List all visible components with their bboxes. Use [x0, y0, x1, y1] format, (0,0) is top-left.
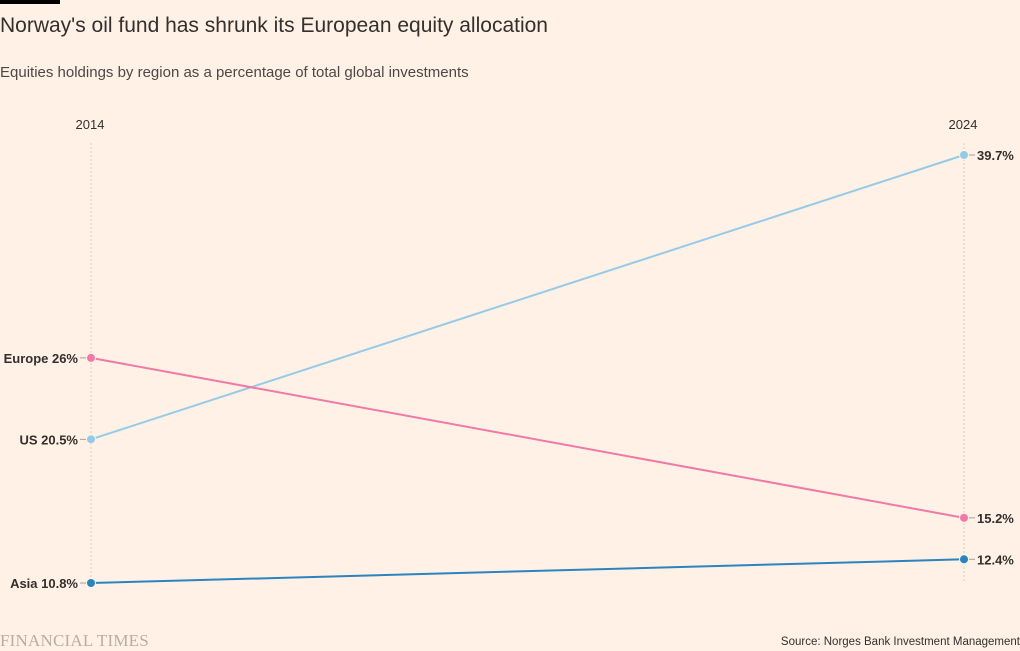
- data-label-europe-start: Europe 26%: [4, 351, 79, 366]
- data-point-europe-start: [86, 352, 96, 363]
- data-point-asia-end: [959, 554, 969, 565]
- data-point-us-end: [959, 150, 969, 160]
- brand-bar: [0, 0, 60, 4]
- data-label-europe-end: 15.2%: [977, 511, 1014, 526]
- series-line-asia: [90, 558, 965, 584]
- x-tick-label-2014: 2014: [76, 117, 105, 132]
- source-note: Source: Norges Bank Investment Managemen…: [780, 636, 1020, 648]
- x-tick-label-2024: 2024: [949, 117, 978, 132]
- data-label-us-end: 39.7%: [977, 148, 1014, 163]
- data-label-asia-start: Asia 10.8%: [10, 576, 78, 591]
- data-point-europe-end: [959, 512, 969, 523]
- data-label-asia-end: 12.4%: [977, 552, 1014, 567]
- series-line-us: [90, 154, 965, 441]
- series-line-europe: [90, 356, 965, 519]
- data-point-asia-start: [86, 578, 96, 588]
- data-point-us-start: [86, 434, 96, 445]
- data-label-us-start: US 20.5%: [19, 432, 78, 447]
- ft-logo: FINANCIAL TIMES: [0, 631, 149, 650]
- chart-title: Norway's oil fund has shrunk its Europea…: [0, 14, 548, 37]
- chart-subtitle: Equities holdings by region as a percent…: [0, 64, 469, 81]
